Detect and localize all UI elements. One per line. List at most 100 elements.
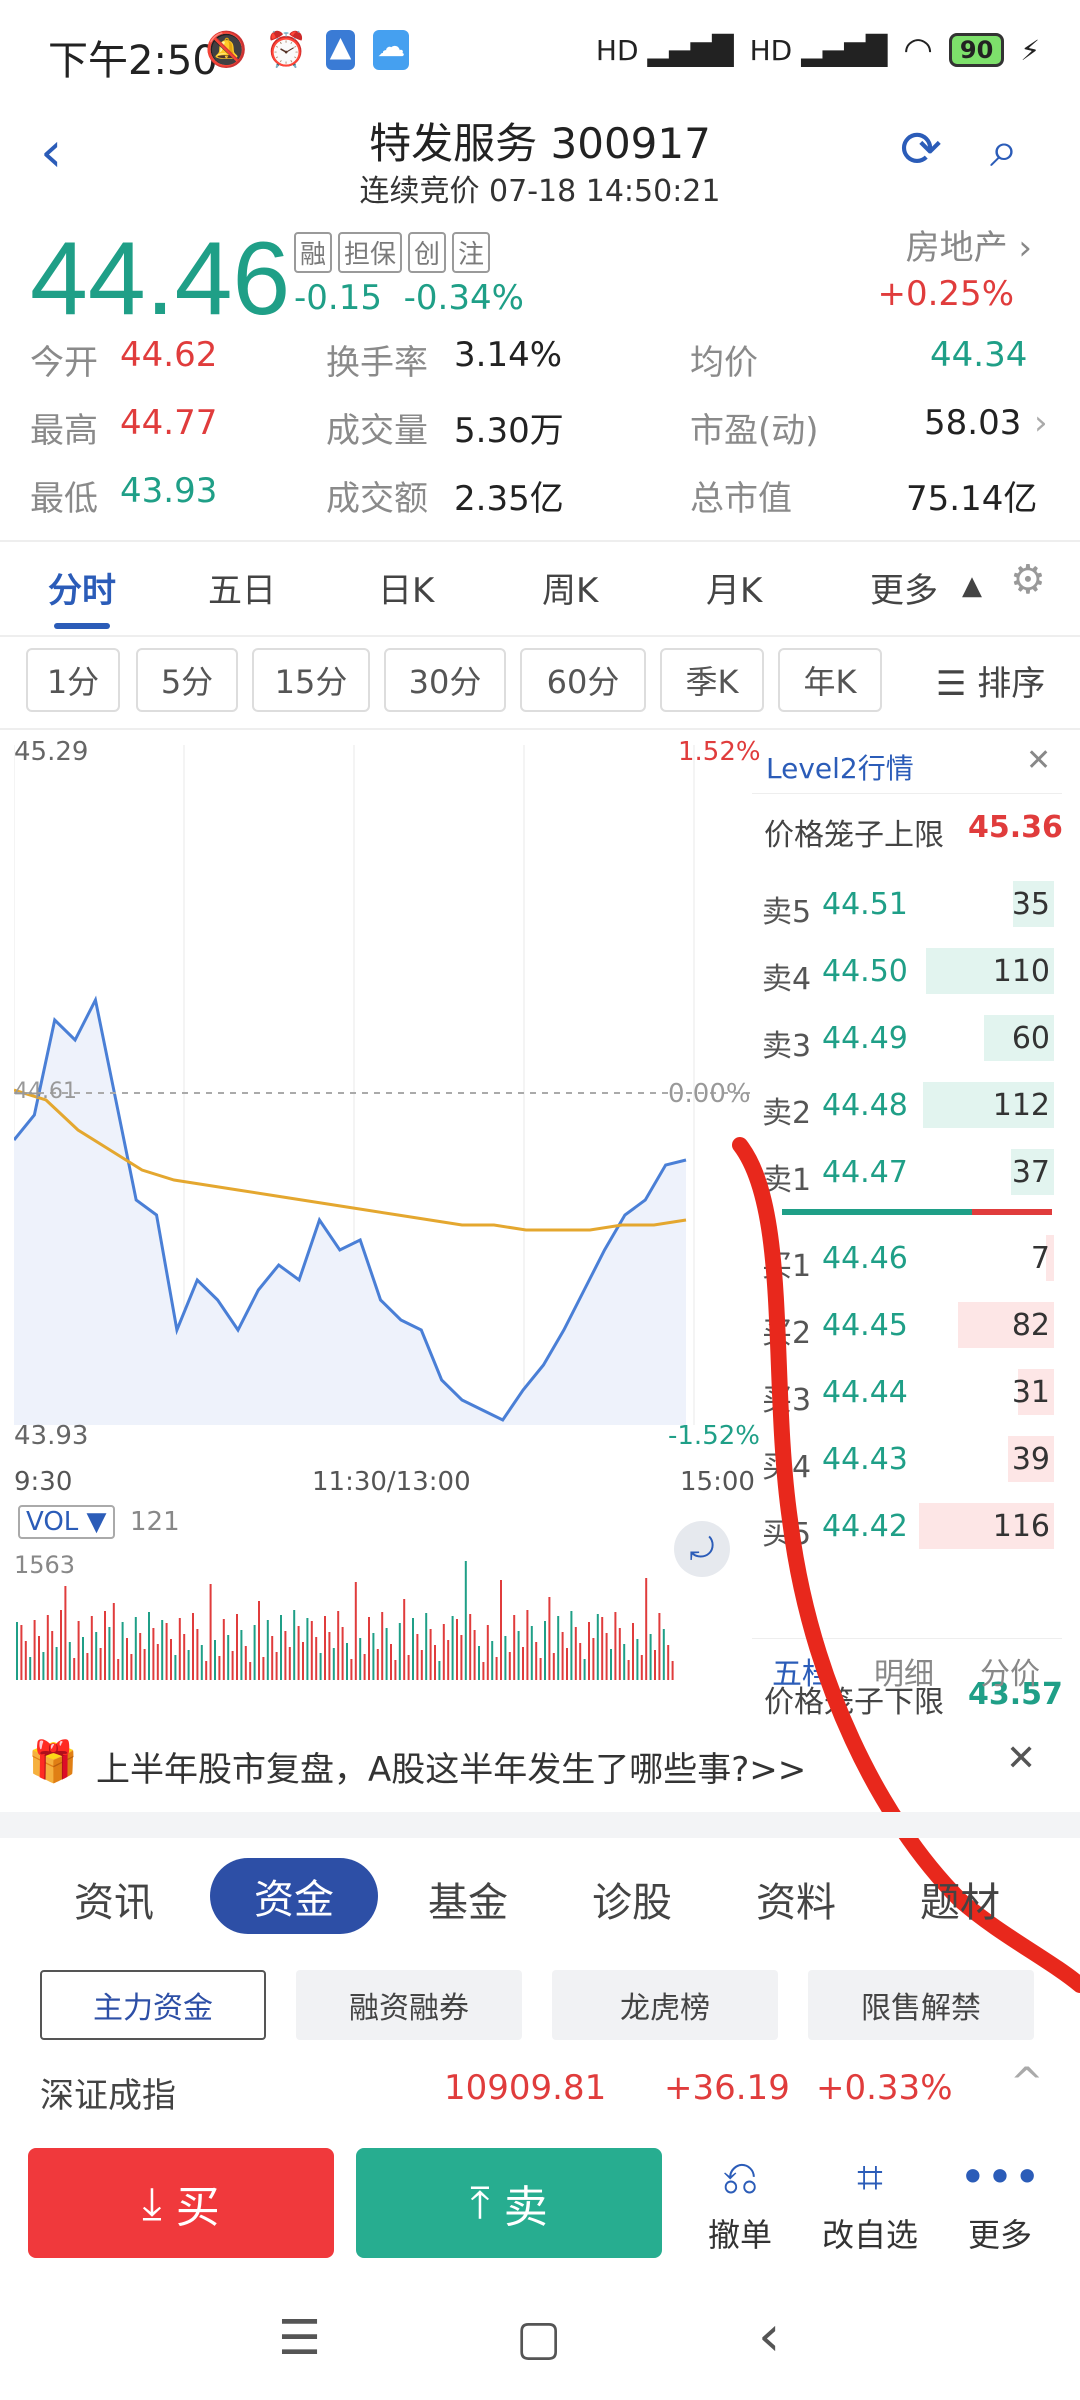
time-end-label: 15:00 xyxy=(680,1467,755,1497)
level2-title: Level2行情 xyxy=(766,752,914,785)
tab-profile[interactable]: 资料 xyxy=(756,1880,836,1926)
rotate-screen-icon[interactable]: ⤾ xyxy=(674,1521,730,1577)
tab-themes[interactable]: 题材 xyxy=(920,1880,1000,1926)
close-banner-icon[interactable]: ✕ xyxy=(1006,1738,1037,1779)
chevron-up-icon[interactable]: ^ xyxy=(1010,2060,1044,2106)
back-icon[interactable]: ‹ xyxy=(40,120,63,185)
tab-monthly[interactable]: 月K xyxy=(706,571,763,611)
vol-indicator-select[interactable]: VOL ▼ xyxy=(18,1505,115,1539)
sell-row[interactable]: 卖1 44.47 37 xyxy=(752,1139,1062,1205)
volume-bar xyxy=(552,1653,555,1680)
volume-bar xyxy=(671,1661,674,1680)
chevron-right-icon[interactable]: › xyxy=(1034,403,1048,443)
buy-price: 44.42 xyxy=(822,1509,908,1544)
volume-bar xyxy=(539,1658,542,1680)
more-button[interactable]: ••• 更多 xyxy=(940,2150,1060,2256)
period-selector: 1分 5分 15分 30分 60分 季K 年K ☰ 排序 xyxy=(0,648,1080,718)
buy-row[interactable]: 买3 44.44 31 xyxy=(752,1359,1062,1425)
volume-bar xyxy=(293,1610,296,1680)
back-nav-icon[interactable]: ‹ xyxy=(758,2304,781,2369)
tab-details[interactable]: 明细 xyxy=(874,1657,934,1692)
period-30min[interactable]: 30分 xyxy=(384,648,506,712)
charging-icon: ⚡ xyxy=(1020,33,1040,67)
buy-row[interactable]: 买5 44.42 116 xyxy=(752,1493,1062,1559)
volume-bar xyxy=(258,1601,260,1680)
volume-bar xyxy=(38,1636,40,1680)
period-15min[interactable]: 15分 xyxy=(252,648,370,712)
status-time: 下午2:50 xyxy=(48,38,218,84)
tab-price-dist[interactable]: 分价 xyxy=(980,1657,1040,1692)
period-1min[interactable]: 1分 xyxy=(26,648,120,712)
volume-bar xyxy=(500,1580,502,1680)
sell-label: 卖1 xyxy=(762,1163,812,1198)
volume-bar xyxy=(548,1597,551,1680)
app-icon: ▲ xyxy=(325,30,356,70)
tab-intraday[interactable]: 分时 xyxy=(48,571,116,611)
period-year[interactable]: 年K xyxy=(778,648,882,712)
volume-bar xyxy=(614,1612,617,1680)
buy-button[interactable]: ⤓ 买 xyxy=(28,2148,334,2258)
tab-more[interactable]: 更多 xyxy=(870,571,938,611)
caret-up-icon[interactable]: ▲ xyxy=(962,571,982,601)
menu-icon[interactable]: ☰ xyxy=(278,2310,322,2366)
tab-funds-flow[interactable]: 资金 xyxy=(210,1858,378,1934)
alarm-icon: ⏰ xyxy=(265,30,308,70)
volume-bar xyxy=(156,1644,159,1680)
volume-bar xyxy=(662,1629,665,1680)
buy-icon: ⤓ xyxy=(142,2177,176,2229)
time-start-label: 9:30 xyxy=(14,1467,73,1497)
period-quarter[interactable]: 季K xyxy=(660,648,764,712)
index-ticker[interactable]: 深证成指 10909.81 +36.19 +0.33% ^ xyxy=(0,2060,1080,2120)
volume-bar xyxy=(473,1630,476,1680)
period-5min[interactable]: 5分 xyxy=(136,648,238,712)
volume-bar xyxy=(95,1632,98,1680)
volume-bar xyxy=(926,948,1054,994)
tag-margin: 融 xyxy=(294,232,333,273)
divider xyxy=(0,635,1080,637)
sell-label: 卖5 xyxy=(762,895,812,930)
sell-row[interactable]: 卖5 44.51 35 xyxy=(752,871,1062,937)
watchlist-button[interactable]: ⌗ 改自选 xyxy=(810,2150,930,2256)
close-icon[interactable]: ✕ xyxy=(1026,743,1052,778)
sell-price: 44.51 xyxy=(822,887,908,922)
search-icon[interactable]: ⌕ xyxy=(990,120,1018,178)
intraday-chart[interactable]: 45.29 43.93 44.61 1.52% -1.52% 0.00% 9:3… xyxy=(12,735,761,1680)
signal-icon: HD ▂▄▆█ xyxy=(595,33,734,67)
refresh-icon[interactable]: ⟳ xyxy=(900,120,942,178)
volume-bar xyxy=(196,1629,199,1680)
stat-value: 43.93 xyxy=(120,471,218,511)
period-60min[interactable]: 60分 xyxy=(520,648,646,712)
sort-button[interactable]: ☰ 排序 xyxy=(936,664,1046,704)
tab-news[interactable]: 资讯 xyxy=(74,1880,154,1926)
buy-row[interactable]: 买2 44.45 82 xyxy=(752,1292,1062,1358)
volume-bar xyxy=(126,1638,128,1680)
tab-5day[interactable]: 五日 xyxy=(208,571,276,611)
sell-row[interactable]: 卖3 44.49 60 xyxy=(752,1005,1062,1071)
buy-row[interactable]: 买4 44.43 39 xyxy=(752,1426,1062,1492)
sell-row[interactable]: 卖4 44.50 110 xyxy=(752,938,1062,1004)
sell-button[interactable]: ⤒ 卖 xyxy=(356,2148,662,2258)
sector-link[interactable]: 房地产 › xyxy=(905,228,1032,268)
volume-bar xyxy=(583,1659,586,1680)
tab-daily[interactable]: 日K xyxy=(378,571,435,611)
home-icon[interactable]: ▢ xyxy=(516,2310,562,2366)
sell-price: 44.50 xyxy=(822,954,908,989)
volume-bar xyxy=(460,1635,463,1680)
tab-fund[interactable]: 基金 xyxy=(428,1880,508,1926)
news-banner[interactable]: 🎁 上半年股市复盘，A股这半年发生了哪些事?>> ✕ xyxy=(0,1712,1080,1812)
volume-bar xyxy=(20,1625,23,1680)
tab-diagnosis[interactable]: 诊股 xyxy=(592,1880,672,1926)
subtab-lockup[interactable]: 限售解禁 xyxy=(808,1970,1034,2040)
buy-row[interactable]: 买1 44.46 7 xyxy=(752,1225,1062,1291)
subtab-margin[interactable]: 融资融券 xyxy=(296,1970,522,2040)
subtab-dragon-tiger[interactable]: 龙虎榜 xyxy=(552,1970,778,2040)
tab-weekly[interactable]: 周K xyxy=(542,571,599,611)
buy-price: 44.46 xyxy=(822,1241,908,1276)
tab-five-levels[interactable]: 五档 xyxy=(772,1657,832,1692)
cancel-order-button[interactable]: ⎌ 撤单 xyxy=(680,2150,800,2256)
gear-icon[interactable]: ⚙ xyxy=(1010,557,1046,603)
volume-bar xyxy=(117,1659,120,1680)
subtab-main-funds[interactable]: 主力资金 xyxy=(40,1970,266,2040)
sell-row[interactable]: 卖2 44.48 112 xyxy=(752,1072,1062,1138)
volume-bar xyxy=(1013,881,1054,927)
